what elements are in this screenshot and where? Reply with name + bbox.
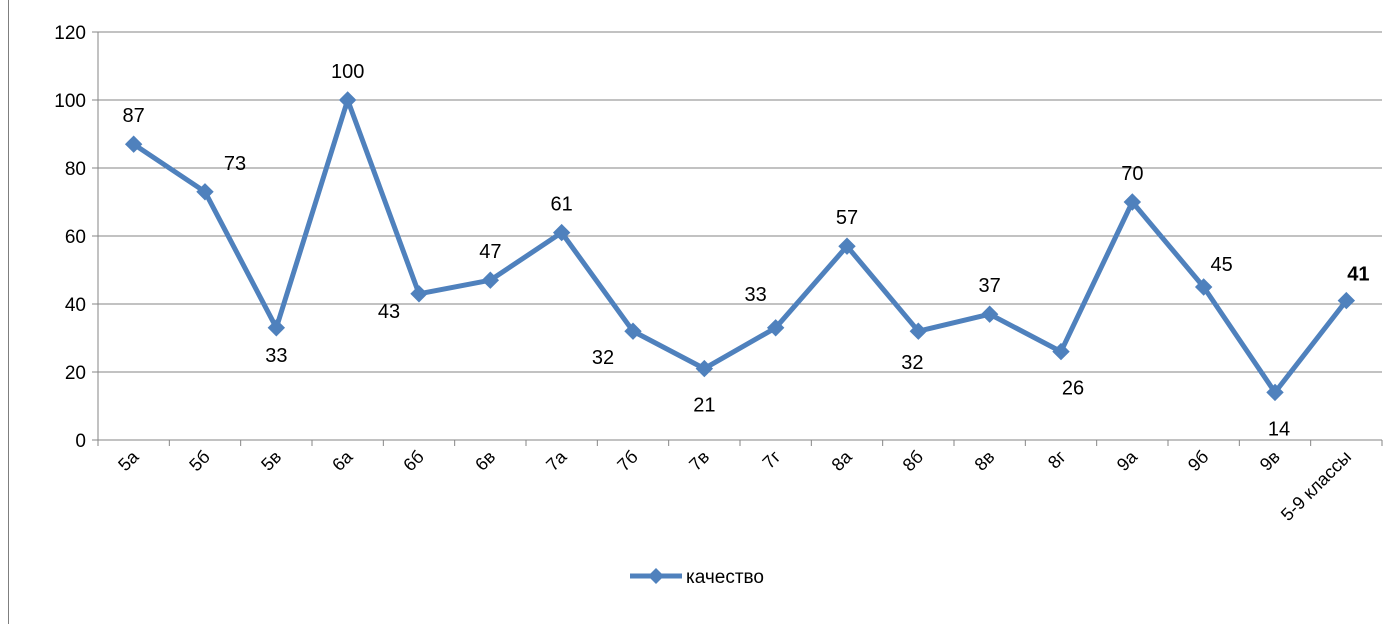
chart-frame (8, 0, 1384, 624)
data-point (1266, 383, 1284, 402)
data-point (695, 359, 714, 378)
data-point (410, 285, 428, 303)
data-label: 73 (224, 153, 246, 175)
data-point (1194, 278, 1213, 296)
series-group (124, 91, 1356, 402)
data-label: 45 (1211, 254, 1233, 276)
series-line-kachestvo (131, 97, 1349, 395)
x-tick-label: 9б (1184, 447, 1213, 476)
data-label: 33 (265, 345, 287, 367)
legend: качество (630, 567, 764, 588)
x-tick-label: 7б (613, 447, 642, 476)
y-tick-label: 80 (65, 159, 86, 180)
data-point (1123, 193, 1142, 211)
data-label: 70 (1121, 163, 1143, 185)
data-point (1052, 342, 1070, 361)
x-tick-label: 5в (257, 447, 285, 475)
x-tick-label: 8а (828, 446, 857, 475)
data-label: 14 (1268, 418, 1290, 440)
data-label: 32 (592, 347, 614, 369)
x-tick-label: 9а (1113, 446, 1142, 475)
data-label: 37 (979, 275, 1001, 297)
x-tick-label: 5-9 классы (1277, 447, 1355, 525)
legend-marker (648, 568, 664, 584)
data-label: 26 (1062, 378, 1084, 400)
x-tick-label: 8б (899, 447, 928, 476)
x-tick-label: 7а (542, 446, 571, 475)
y-tick-label: 0 (75, 431, 86, 452)
data-label: 57 (836, 207, 858, 229)
x-tick-label: 8в (971, 447, 999, 475)
data-point (909, 322, 928, 340)
data-labels: 87 73 33 100 43 47 61 32 21 33 57 32 37 26 70 45 14 41 (123, 61, 1370, 440)
data-point (196, 183, 214, 201)
data-label: 32 (901, 352, 923, 374)
data-label: 87 (123, 105, 145, 127)
data-label: 100 (331, 61, 364, 83)
data-point (338, 91, 357, 109)
data-label: 47 (479, 241, 501, 263)
data-label: 41 (1347, 264, 1369, 286)
data-point (267, 319, 286, 337)
y-tick-label: 100 (54, 91, 86, 112)
x-tick-label: 6б (399, 447, 428, 476)
data-point (838, 237, 856, 255)
x-tick-label: 9в (1256, 447, 1284, 475)
data-label: 33 (745, 284, 767, 306)
y-tick-label: 20 (65, 363, 86, 384)
data-point (124, 135, 143, 153)
y-axis: 0 20 40 60 80 100 120 (54, 23, 99, 452)
x-tick-label: 6в (471, 447, 499, 475)
data-point (980, 305, 999, 323)
legend-label: качество (686, 567, 764, 588)
x-axis: 5а 5б 5в 6а 6б 6в 7а 7б 7в 7г 8а 8б 8в 8г 9а 9б 9в5-9 кл… (97, 439, 1383, 525)
y-tick-label: 120 (54, 23, 86, 44)
x-tick-label: 7в (685, 447, 713, 475)
data-label: 43 (378, 301, 400, 323)
y-tick-label: 60 (65, 227, 86, 248)
data-label: 61 (551, 194, 573, 216)
x-tick-label: 5а (114, 446, 143, 475)
data-point (766, 319, 785, 337)
x-tick-label: 6а (328, 446, 357, 475)
x-tick-label: 7г (759, 446, 785, 472)
data-point (552, 223, 571, 242)
y-tick-label: 40 (65, 295, 86, 316)
data-label: 21 (693, 395, 715, 417)
data-point (481, 271, 500, 289)
data-point (1337, 291, 1356, 310)
data-point (624, 322, 642, 340)
gridlines (98, 31, 1382, 373)
x-tick-label: 8г (1044, 446, 1070, 472)
x-tick-label: 5б (185, 447, 214, 476)
